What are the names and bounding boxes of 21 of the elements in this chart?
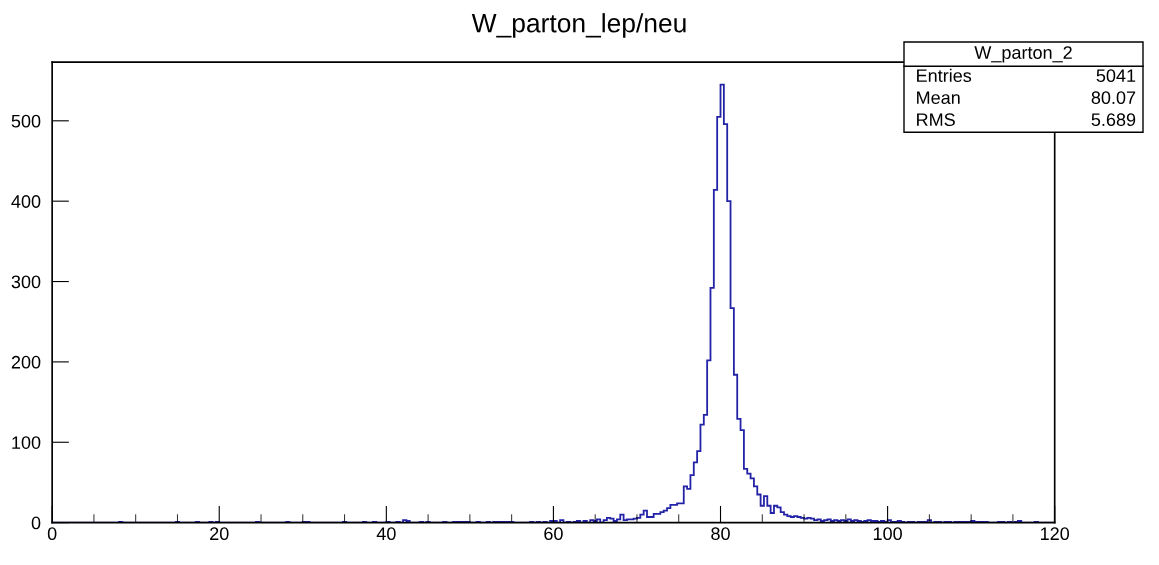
y-tick-label: 100	[12, 436, 41, 449]
x-tick-label: 60	[544, 527, 563, 541]
annotation: Entries	[917, 68, 972, 83]
x-tick-label: 120	[1041, 527, 1070, 541]
annotation: RMS	[917, 113, 955, 127]
y-tick-label: 0	[31, 516, 41, 530]
annotation: Mean	[917, 91, 960, 105]
x-tick-label: 0	[47, 527, 57, 541]
y-tick-label: 400	[11, 195, 41, 208]
text: 5041	[1096, 69, 1136, 83]
x-tick-label: 40	[376, 527, 396, 541]
y-tick-label: 200	[11, 355, 41, 369]
x-tick-label: 100	[873, 527, 902, 541]
y-tick-label: 300	[11, 275, 41, 289]
x-tick-label: 80	[711, 527, 730, 541]
text: 80.07	[1091, 91, 1136, 105]
text: 5.689	[1091, 113, 1136, 127]
y-tick-label: 500	[11, 114, 41, 128]
chart-title: W_parton_lep/neu	[471, 13, 686, 38]
annotation: W_parton_2	[974, 46, 1072, 63]
x-tick-label: 20	[210, 527, 229, 541]
